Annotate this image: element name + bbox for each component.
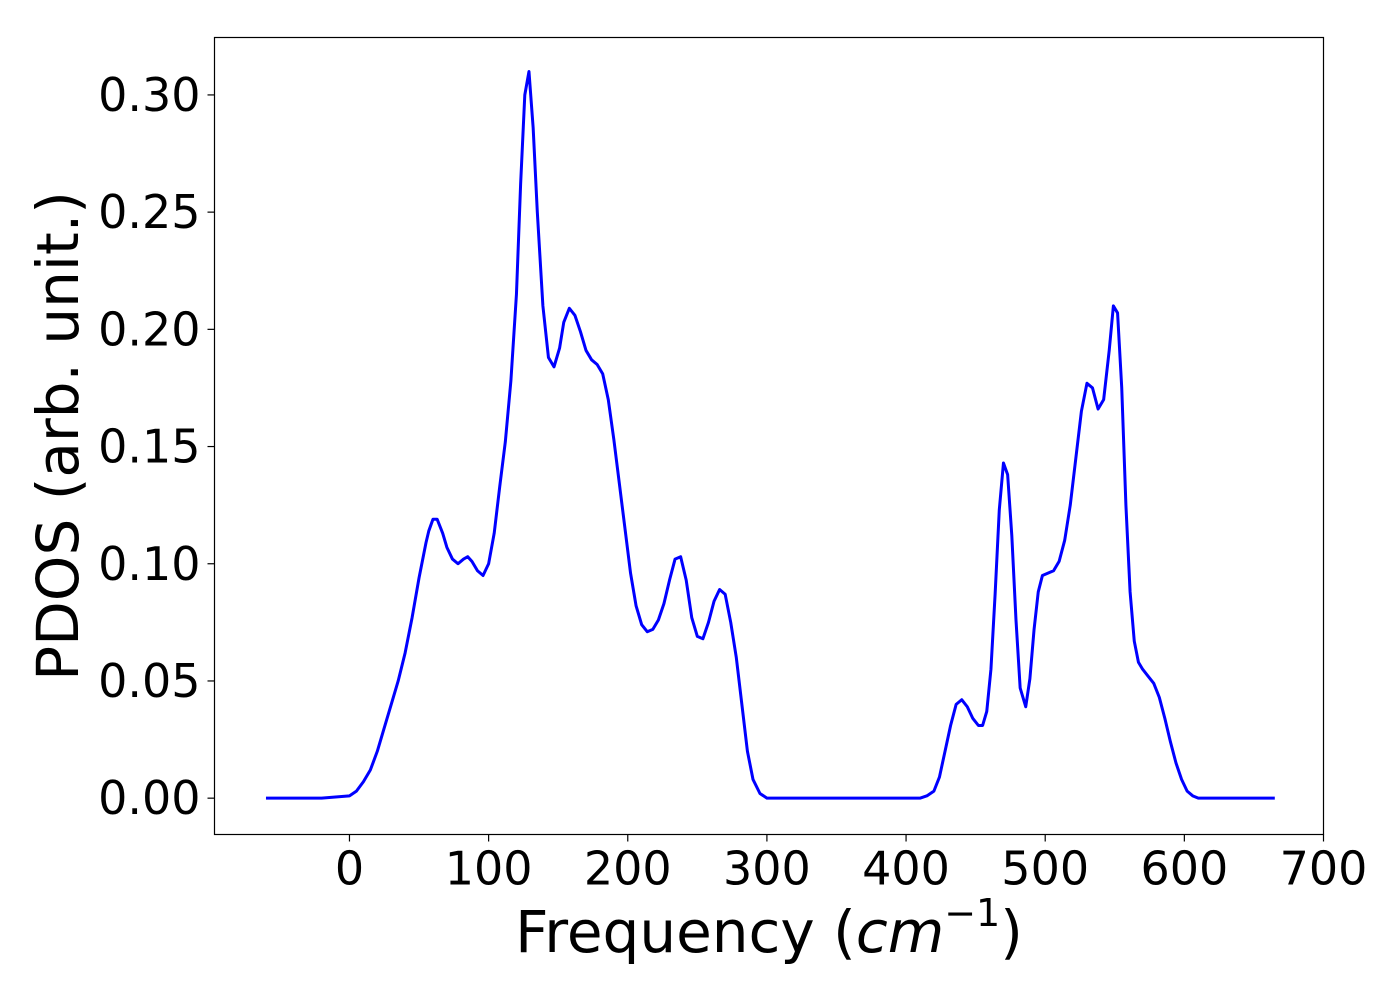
x-tick-label: 600 [1140,842,1228,896]
y-tick-label: 0.00 [98,771,200,825]
plot-layer [265,69,1275,800]
x-tick-label: 700 [1280,842,1368,896]
x-axis-label-math-base: cm [856,898,944,966]
x-axis-label: Frequency (cm−1) [515,891,1023,966]
plot-frame [213,36,1325,836]
x-tick-label: 400 [862,842,950,896]
x-tick-label: 200 [584,842,672,896]
y-tick-label: 0.05 [98,654,200,708]
y-tick-label: 0.10 [98,537,200,591]
y-tick-label: 0.25 [98,185,200,239]
x-tick-label: 300 [723,842,811,896]
x-axis-label-math-sup: −1 [944,891,1000,935]
x-tick-label: 0 [335,842,364,896]
x-tick-label: 500 [1001,842,1089,896]
pdos-series-line [265,69,1275,800]
x-axis-label-close: ) [1000,898,1023,966]
y-tick-label: 0.20 [98,302,200,356]
ticks-layer: 0 100 200 300 400 500 600 700 0.00 0.05 0.10 0.15 0.… [98,68,1367,896]
x-tick-label: 100 [445,842,533,896]
y-axis-label: PDOS (arb. unit.) [24,191,92,681]
y-tick-label: 0.15 [98,420,200,474]
y-tick-label: 0.30 [98,68,200,122]
x-axis-label-text: Frequency ( [515,898,856,966]
